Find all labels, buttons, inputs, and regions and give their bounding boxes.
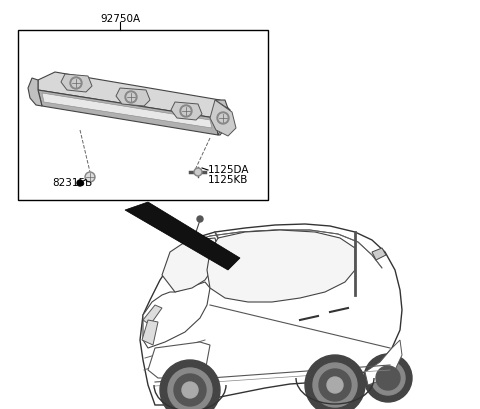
Polygon shape [207, 230, 355, 302]
Circle shape [182, 107, 190, 115]
Polygon shape [210, 100, 236, 136]
Polygon shape [148, 342, 210, 378]
Circle shape [85, 172, 95, 182]
Polygon shape [143, 282, 210, 348]
Circle shape [127, 93, 135, 101]
Circle shape [194, 168, 202, 176]
Polygon shape [372, 248, 386, 260]
Polygon shape [165, 230, 382, 278]
Circle shape [217, 112, 229, 124]
Bar [18, 30, 268, 200]
Circle shape [319, 369, 351, 401]
Circle shape [327, 377, 343, 393]
Polygon shape [125, 202, 240, 270]
Polygon shape [116, 88, 150, 106]
Polygon shape [38, 72, 230, 118]
Polygon shape [215, 100, 232, 135]
Circle shape [313, 363, 357, 407]
Text: 1125KB: 1125KB [208, 175, 248, 185]
Circle shape [86, 173, 94, 180]
Polygon shape [38, 90, 218, 135]
Circle shape [197, 216, 203, 222]
Circle shape [371, 361, 405, 395]
Circle shape [305, 355, 365, 409]
Polygon shape [61, 74, 92, 92]
Text: 1125DA: 1125DA [208, 165, 250, 175]
Circle shape [364, 354, 412, 402]
Circle shape [72, 79, 80, 87]
Circle shape [174, 374, 206, 406]
Polygon shape [140, 224, 402, 405]
Text: 82315B: 82315B [52, 178, 92, 188]
Circle shape [180, 105, 192, 117]
Text: 92750A: 92750A [100, 14, 140, 24]
Circle shape [168, 368, 212, 409]
Circle shape [182, 382, 198, 398]
Circle shape [160, 360, 220, 409]
Polygon shape [142, 320, 158, 345]
Circle shape [125, 91, 137, 103]
Polygon shape [143, 305, 162, 325]
Circle shape [195, 169, 201, 175]
Circle shape [219, 114, 227, 122]
Circle shape [77, 180, 83, 186]
Polygon shape [365, 340, 402, 385]
Polygon shape [171, 102, 202, 120]
Polygon shape [162, 238, 218, 292]
Circle shape [376, 366, 400, 390]
Polygon shape [42, 93, 212, 128]
Polygon shape [28, 78, 42, 106]
Circle shape [70, 77, 82, 89]
